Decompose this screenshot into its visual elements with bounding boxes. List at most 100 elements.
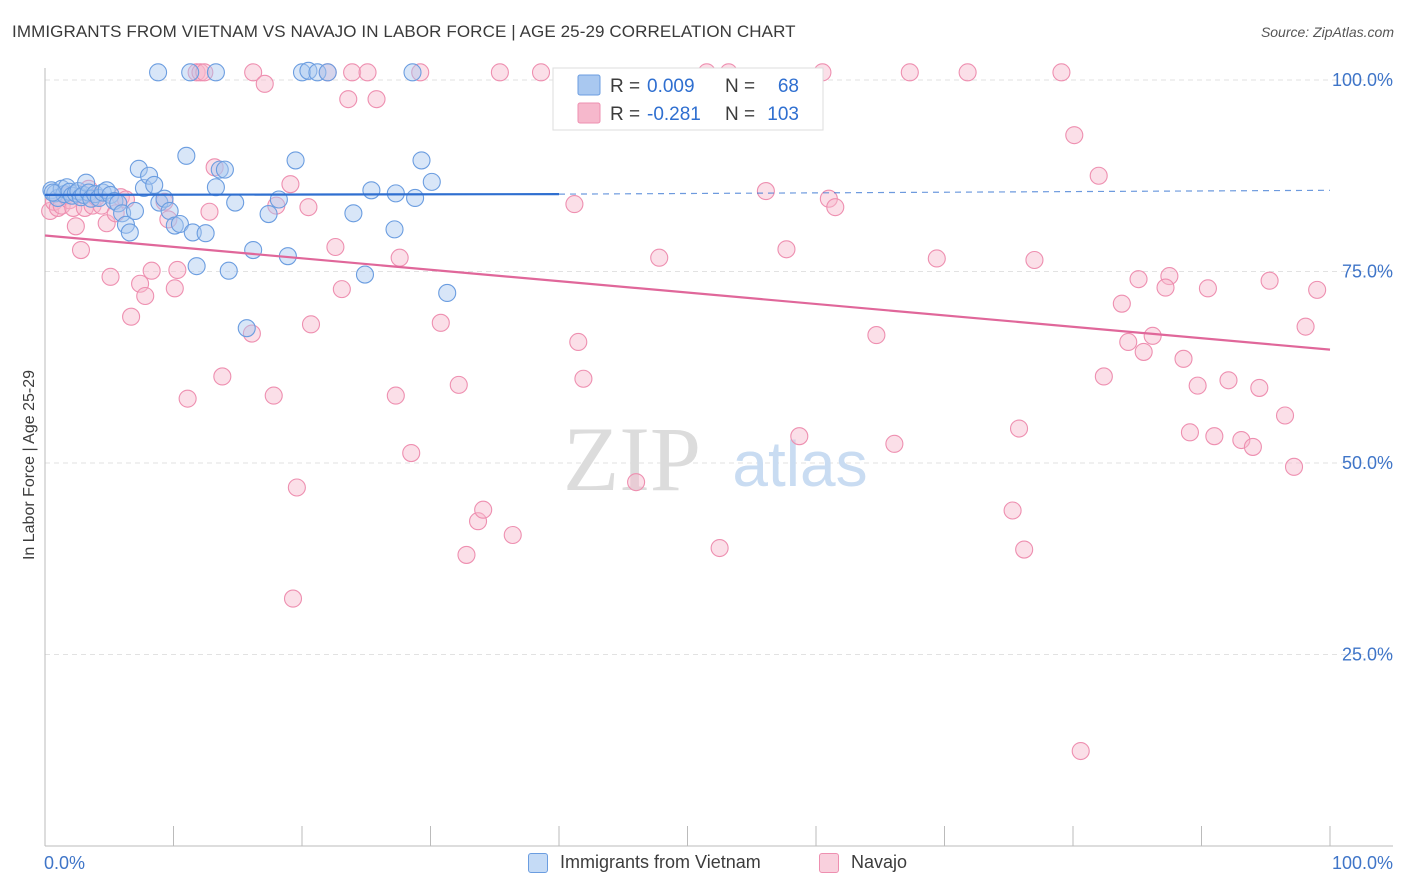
- navajo-point: [927, 249, 946, 268]
- vietnam-trend-extension: [558, 189, 1331, 195]
- vietnam-point: [170, 214, 189, 234]
- vietnam-point: [187, 257, 206, 276]
- navajo-point: [1243, 437, 1262, 456]
- navajo-point: [790, 427, 809, 446]
- navajo-point: [1284, 457, 1304, 476]
- axes: [44, 68, 1393, 847]
- navajo-point: [627, 473, 646, 492]
- legend-item-navajo[interactable]: Navajo: [819, 852, 907, 873]
- navajo-point: [97, 214, 116, 233]
- navajo-point: [390, 248, 409, 267]
- legend-swatch-navajo: [577, 102, 601, 124]
- navajo-point: [255, 74, 274, 93]
- navajo-point: [474, 500, 493, 519]
- navajo-point: [1188, 376, 1207, 395]
- y-tick-label: 75.0%: [1342, 262, 1393, 282]
- vietnam-point: [244, 241, 263, 260]
- vietnam-point: [299, 61, 318, 80]
- navajo-point: [1198, 279, 1217, 298]
- legend-n-value-vietnam: 68: [778, 76, 799, 97]
- navajo-point: [283, 589, 303, 608]
- legend-n-value-navajo: 103: [767, 104, 799, 125]
- navajo-point: [490, 63, 509, 82]
- watermark-zip: ZIP: [563, 408, 701, 510]
- y-tick-label: 25.0%: [1342, 645, 1393, 665]
- navajo-point: [468, 512, 488, 531]
- navajo-point: [449, 375, 468, 394]
- series-legend: Immigrants from Vietnam Navajo: [0, 852, 1406, 878]
- vietnam-point: [226, 193, 245, 212]
- legend-label-vietnam: Immigrants from Vietnam: [560, 852, 761, 872]
- vietnam-point: [181, 63, 200, 82]
- vietnam-point: [43, 183, 62, 202]
- vietnam-point: [318, 63, 337, 82]
- navajo-point: [1260, 271, 1279, 290]
- navajo-point: [867, 326, 886, 345]
- vietnam-point: [286, 151, 305, 170]
- navajo-point: [101, 267, 120, 286]
- correlation-legend: R = 0.009 N = 68 R = -0.281 N = 103: [552, 67, 824, 131]
- vietnam-point: [196, 224, 215, 243]
- navajo-point: [1156, 278, 1175, 297]
- vietnam-point: [183, 223, 202, 242]
- legend-r-label-navajo: R =: [610, 104, 640, 125]
- navajo-point: [1160, 267, 1179, 286]
- y-tick-label: 100.0%: [1332, 70, 1393, 90]
- chart-title: IMMIGRANTS FROM VIETNAM VS NAVAJO IN LAB…: [12, 22, 796, 41]
- navajo-point: [574, 369, 593, 388]
- vietnam-point: [422, 172, 441, 191]
- navajo-point: [358, 63, 377, 82]
- navajo-point: [710, 538, 729, 558]
- navajo-point: [1275, 406, 1295, 425]
- navajo-point: [457, 545, 476, 564]
- legend-r-value-vietnam: 0.009: [647, 76, 695, 97]
- navajo-point: [301, 315, 321, 334]
- navajo-point: [367, 90, 386, 109]
- vietnam-point: [210, 160, 229, 179]
- legend-swatch-vietnam: [577, 74, 601, 96]
- navajo-point: [1003, 501, 1022, 520]
- navajo-point: [66, 217, 85, 236]
- navajo-point: [1052, 63, 1071, 82]
- navajo-point: [71, 241, 91, 260]
- navajo-point: [244, 63, 263, 82]
- vietnam-point: [120, 223, 139, 242]
- navajo-point: [777, 240, 796, 259]
- navajo-point: [1009, 419, 1029, 438]
- legend-n-label-vietnam: N =: [725, 76, 755, 97]
- legend-item-vietnam[interactable]: Immigrants from Vietnam: [528, 852, 761, 873]
- navajo-trend-line: [44, 234, 1331, 351]
- x-tick-label: 100.0%: [1332, 853, 1393, 873]
- navajo-point: [326, 237, 345, 257]
- vietnam-point: [237, 319, 256, 338]
- vietnam-trend-line: [44, 193, 560, 196]
- navajo-point: [1219, 371, 1238, 390]
- vietnam-points: [42, 61, 457, 338]
- vietnam-point: [438, 283, 457, 302]
- navajo-point: [281, 175, 300, 194]
- vietnam-point: [219, 261, 238, 280]
- tick-labels: 25.0% 50.0% 75.0% 100.0% 0.0% 100.0%: [44, 70, 1393, 873]
- vietnam-point: [355, 265, 375, 284]
- navajo-point: [386, 386, 405, 405]
- vietnam-point: [177, 146, 196, 165]
- vietnam-point: [160, 201, 179, 221]
- navajo-point: [339, 90, 358, 109]
- trend-lines: [44, 189, 1331, 351]
- vietnam-point: [362, 181, 381, 200]
- navajo-point: [165, 279, 184, 298]
- vietnam-point: [403, 63, 422, 82]
- vietnam-point: [412, 151, 431, 170]
- navajo-point: [958, 63, 977, 82]
- legend-r-label-vietnam: R =: [610, 76, 640, 97]
- navajo-point: [402, 443, 421, 463]
- vietnam-point: [215, 160, 234, 179]
- navajo-point: [1180, 423, 1199, 442]
- source-attribution: Source: ZipAtlas.com: [1260, 24, 1394, 40]
- navajo-point: [213, 367, 232, 386]
- navajo-point: [885, 434, 904, 453]
- navajo-point: [531, 63, 551, 82]
- navajo-point: [1250, 378, 1269, 397]
- gridlines: [45, 79, 1393, 655]
